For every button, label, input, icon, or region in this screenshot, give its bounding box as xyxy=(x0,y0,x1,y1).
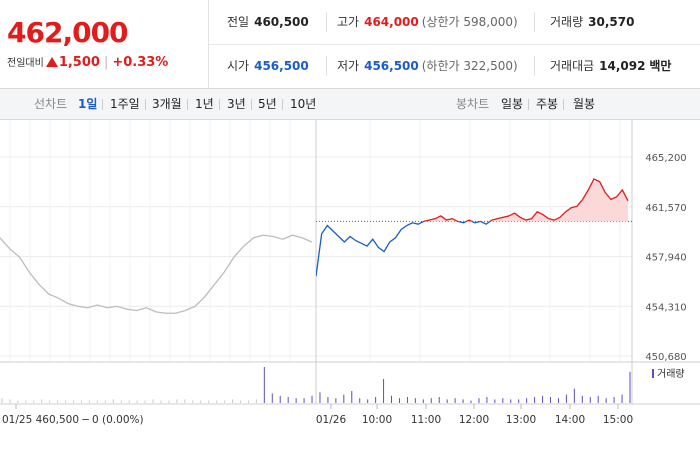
period-10y[interactable]: 10년 xyxy=(290,97,317,111)
up-triangle-icon xyxy=(45,57,58,67)
candle-weekly[interactable]: 주봉 xyxy=(536,97,559,111)
y-tick-label: 450,680 xyxy=(645,352,686,363)
upper-limit: (상한가 598,000) xyxy=(421,15,518,29)
price-chart: 465,200 461,570 457,940 454,310 450,680 거래량 01… xyxy=(0,120,700,426)
divider xyxy=(145,99,146,110)
change-label: 전일대비 xyxy=(7,58,44,69)
price-summary: 462,000 전일대비 1,500 | +0.33% xyxy=(0,0,209,88)
x-tick-label: 13:00 xyxy=(506,414,536,426)
lower-limit: (하한가 322,500) xyxy=(421,59,518,73)
divider xyxy=(534,12,535,32)
line-chart-label: 선차트 xyxy=(34,97,68,111)
divider xyxy=(326,12,327,32)
series-line-down xyxy=(316,221,492,277)
period-1y[interactable]: 1년 xyxy=(195,97,214,111)
divider xyxy=(219,99,220,110)
low-label: 저가 xyxy=(337,59,360,73)
up-area-fill xyxy=(316,178,628,222)
period-1w[interactable]: 1주일 xyxy=(110,97,140,111)
high-cell: 고가 464,000 (상한가 598,000) xyxy=(337,0,518,44)
amount-unit: 백만 xyxy=(649,59,672,73)
x-tick-label: 01/26 xyxy=(316,414,347,426)
period-5y[interactable]: 5년 xyxy=(258,97,277,111)
volume-value: 30,570 xyxy=(588,15,635,29)
divider xyxy=(528,99,529,110)
candle-monthly[interactable]: 월봉 xyxy=(573,97,596,111)
divider xyxy=(251,99,252,110)
candle-daily[interactable]: 일봉 xyxy=(501,97,524,111)
series-line-prev-day xyxy=(0,234,313,314)
period-3y[interactable]: 3년 xyxy=(227,97,246,111)
x-tick-label: 15:00 xyxy=(603,414,633,426)
divider: | xyxy=(103,55,109,70)
prev-close-label: 전일 xyxy=(227,15,250,29)
y-tick-label: 454,310 xyxy=(645,302,686,313)
quote-header: 462,000 전일대비 1,500 | +0.33% 전일 460,500 고가 464… xyxy=(0,0,700,89)
high-label: 고가 xyxy=(337,15,360,29)
prev-day-caption: 01/25 460,500 ─ 0 (0.00%) xyxy=(2,414,144,426)
divider xyxy=(187,99,188,110)
amount-label: 거래대금 xyxy=(550,59,595,73)
volume-label: 거래량 xyxy=(550,15,584,29)
volume-legend: 거래량 xyxy=(657,368,685,380)
change-value: 1,500 xyxy=(58,55,100,70)
volume-cell: 거래량 30,570 xyxy=(550,0,634,44)
change-percent: +0.33% xyxy=(112,55,169,70)
period-1d[interactable]: 1일 xyxy=(78,97,98,111)
x-tick-label: 10:00 xyxy=(362,414,392,426)
stats-table: 전일 460,500 고가 464,000 (상한가 598,000) 거래량 30,5… xyxy=(209,0,700,88)
high-value: 464,000 xyxy=(364,15,419,29)
volume-legend-swatch xyxy=(652,369,654,378)
price-change: 전일대비 1,500 | +0.33% xyxy=(7,54,168,70)
open-cell: 시가 456,500 xyxy=(227,44,309,88)
x-tick-label: 14:00 xyxy=(555,414,585,426)
prev-close-cell: 전일 460,500 xyxy=(227,0,309,44)
open-label: 시가 xyxy=(227,59,250,73)
prev-close-value: 460,500 xyxy=(254,15,309,29)
low-cell: 저가 456,500 (하한가 322,500) xyxy=(337,44,518,88)
y-tick-label: 457,940 xyxy=(645,253,686,264)
candle-chart-label: 봉차트 xyxy=(456,97,490,111)
y-tick-label: 461,570 xyxy=(645,203,686,214)
divider xyxy=(282,99,283,110)
y-tick-label: 465,200 xyxy=(645,153,686,164)
divider xyxy=(534,56,535,76)
divider xyxy=(326,56,327,76)
low-value: 456,500 xyxy=(364,59,419,73)
divider xyxy=(102,99,103,110)
amount-value: 14,092 xyxy=(599,59,646,73)
x-tick-label: 12:00 xyxy=(459,414,489,426)
series-line-up xyxy=(422,178,629,222)
divider xyxy=(563,99,564,110)
period-3m[interactable]: 3개월 xyxy=(152,97,182,111)
stats-row: 전일 460,500 고가 464,000 (상한가 598,000) 거래량 30,5… xyxy=(209,0,700,45)
amount-cell: 거래대금 14,092 백만 xyxy=(550,44,671,88)
stats-row: 시가 456,500 저가 456,500 (하한가 322,500) 거래대금 14,… xyxy=(209,44,700,88)
open-value: 456,500 xyxy=(254,59,309,73)
chart-toolbar: 선차트 1일 1주일 3개월 1년 3년 5년 10년 봉차트 일봉 주봉 월봉 xyxy=(0,89,700,120)
x-tick-label: 11:00 xyxy=(411,414,441,426)
current-price: 462,000 xyxy=(7,16,129,49)
